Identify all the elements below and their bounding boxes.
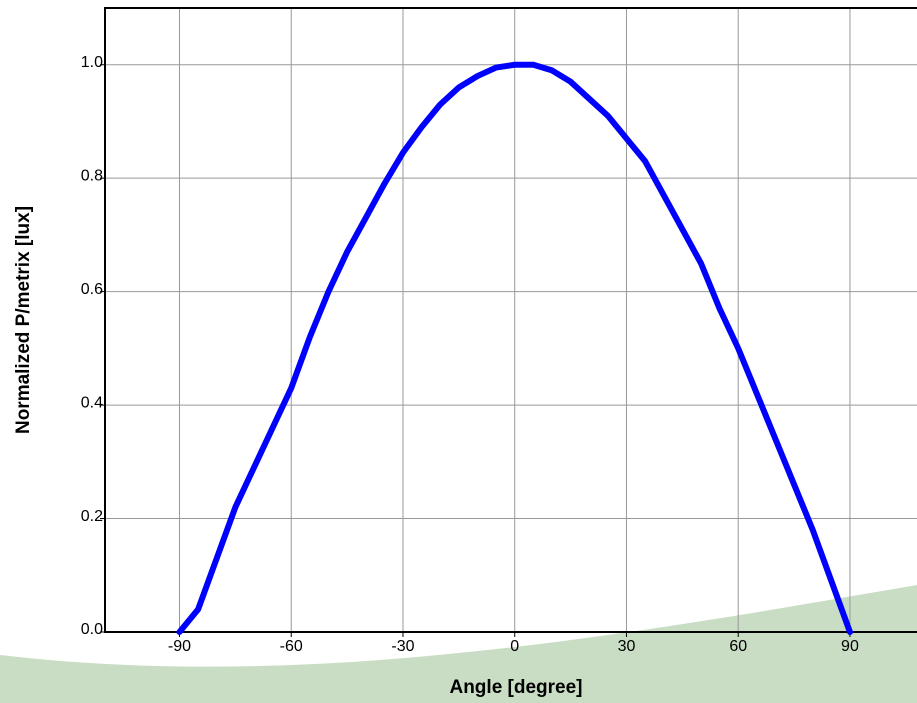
x-tick-label: -30 [391, 638, 414, 655]
x-tick-label: -60 [280, 638, 303, 655]
data-line [176, 61, 853, 635]
y-tick-label: 0.6 [81, 281, 103, 298]
x-tick-label: 30 [618, 638, 636, 655]
y-tick-label: 1.0 [81, 54, 103, 71]
y-tick-label: 0.2 [81, 508, 103, 525]
plot-frame [104, 7, 917, 633]
x-tick-label: -90 [168, 638, 191, 655]
y-tick-label: 0.8 [81, 167, 103, 184]
y-tick-label: 0.0 [81, 621, 103, 638]
x-tick-label: 90 [841, 638, 859, 655]
background-swoosh [0, 585, 917, 703]
x-axis-title: Angle [degree] [449, 677, 582, 698]
x-tick-label: 0 [510, 638, 519, 655]
y-axis-title: Normalized P/metrix [lux] [13, 206, 34, 434]
x-tick-label: 60 [729, 638, 747, 655]
y-tick-label: 0.4 [81, 394, 103, 411]
